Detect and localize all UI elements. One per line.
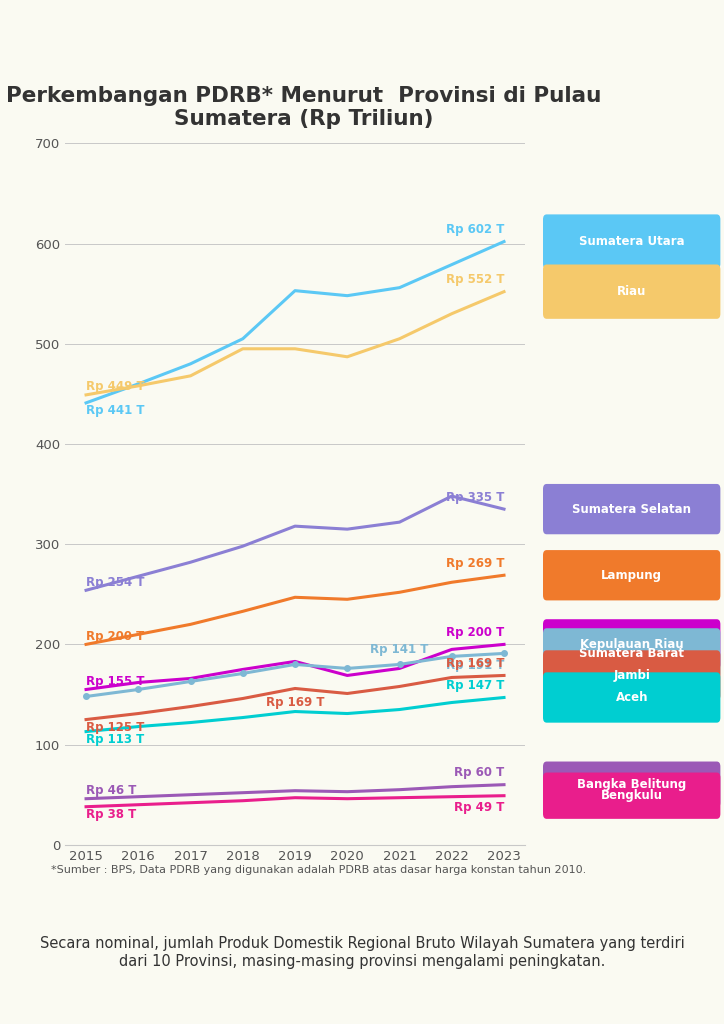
- Text: Rp 602 T: Rp 602 T: [446, 223, 504, 237]
- Text: Riau: Riau: [617, 285, 647, 298]
- Text: Jambi: Jambi: [613, 669, 650, 682]
- Text: Rp 49 T: Rp 49 T: [454, 801, 504, 814]
- Text: Rp 113 T: Rp 113 T: [86, 733, 144, 746]
- Text: Rp 38 T: Rp 38 T: [86, 808, 136, 821]
- Text: Rp 141 T: Rp 141 T: [371, 643, 429, 656]
- Text: Rp 449 T: Rp 449 T: [86, 380, 145, 393]
- Text: Rp 200 T: Rp 200 T: [86, 630, 144, 643]
- Text: Rp 441 T: Rp 441 T: [86, 404, 145, 418]
- Text: Rp 254 T: Rp 254 T: [86, 575, 145, 589]
- Text: Rp 552 T: Rp 552 T: [445, 273, 504, 286]
- Text: Rp 191 T: Rp 191 T: [446, 658, 504, 672]
- Text: Rp 60 T: Rp 60 T: [454, 766, 504, 779]
- Text: Bangka Belitung: Bangka Belitung: [577, 778, 686, 792]
- Text: Aceh: Aceh: [615, 691, 648, 703]
- Text: Sumatera Selatan: Sumatera Selatan: [572, 503, 691, 516]
- Text: Sumatera Utara: Sumatera Utara: [579, 236, 684, 248]
- Text: *Sumber : BPS, Data PDRB yang digunakan adalah PDRB atas dasar harga konstan tah: *Sumber : BPS, Data PDRB yang digunakan …: [51, 865, 586, 876]
- Text: Secara nominal, jumlah Produk Domestik Regional Bruto Wilayah Sumatera yang terd: Secara nominal, jumlah Produk Domestik R…: [40, 936, 684, 969]
- Text: Perkembangan PDRB* Menurut  Provinsi di Pulau
Sumatera (Rp Triliun): Perkembangan PDRB* Menurut Provinsi di P…: [7, 86, 602, 129]
- Text: Rp 169 T: Rp 169 T: [266, 696, 324, 710]
- Text: Rp 169 T: Rp 169 T: [445, 657, 504, 670]
- Text: Bengkulu: Bengkulu: [601, 790, 662, 802]
- Text: Rp 125 T: Rp 125 T: [86, 721, 144, 734]
- Text: Rp 269 T: Rp 269 T: [445, 557, 504, 569]
- Text: Rp 335 T: Rp 335 T: [446, 490, 504, 504]
- Text: Sumatera Barat: Sumatera Barat: [579, 647, 684, 659]
- Text: Rp 46 T: Rp 46 T: [86, 784, 136, 798]
- Text: Kepulauan Riau: Kepulauan Riau: [580, 638, 683, 651]
- Text: Lampung: Lampung: [601, 568, 662, 582]
- Text: Rp 200 T: Rp 200 T: [446, 626, 504, 639]
- Text: Rp 147 T: Rp 147 T: [446, 679, 504, 692]
- Text: Rp 155 T: Rp 155 T: [86, 675, 145, 688]
